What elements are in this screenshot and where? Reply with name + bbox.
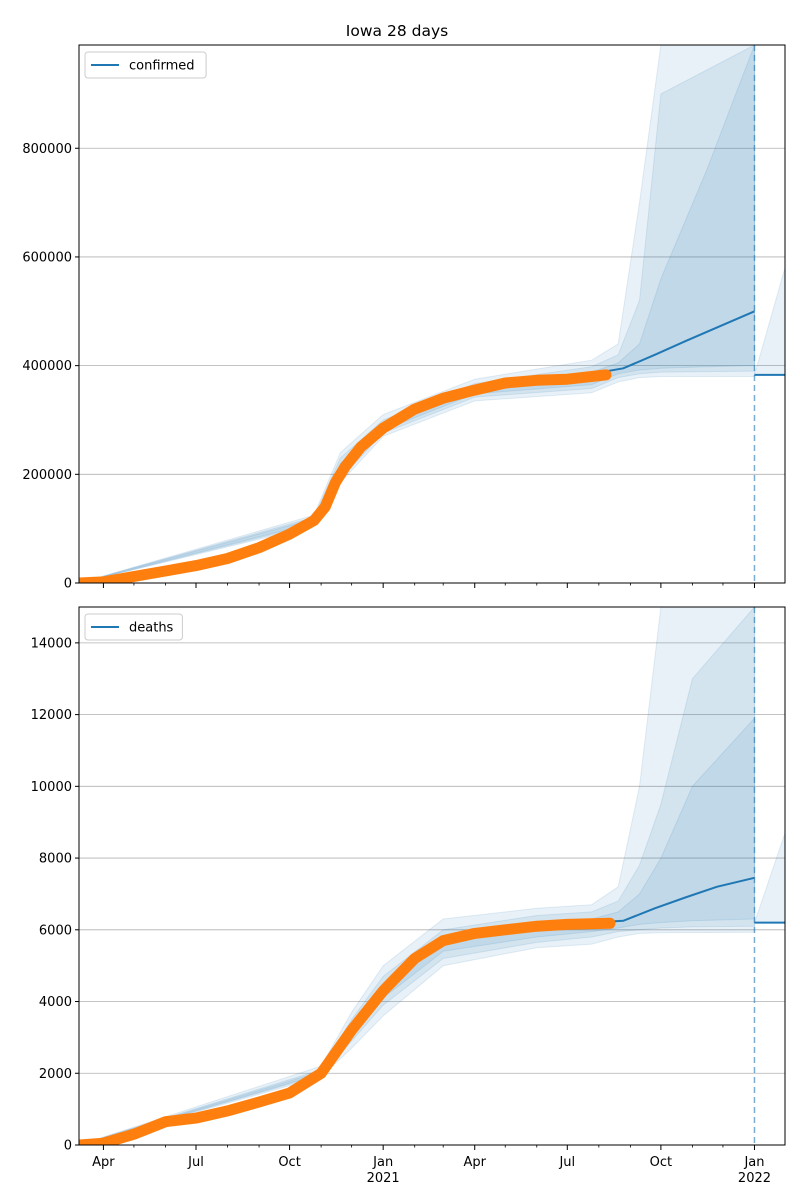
y-tick-label: 600000 bbox=[22, 250, 72, 265]
x-tick-label: Oct bbox=[650, 1155, 672, 1170]
legend: confirmed bbox=[84, 51, 207, 79]
x-tick-sublabel: 2022 bbox=[738, 1171, 771, 1186]
y-tick-label: 10000 bbox=[31, 780, 72, 795]
y-tick-label: 4000 bbox=[39, 995, 72, 1010]
y-tick-label: 6000 bbox=[39, 923, 72, 938]
x-tick-label: Jan bbox=[372, 1155, 393, 1170]
x-tick-sublabel: 2021 bbox=[367, 1171, 400, 1186]
uncertainty-band bbox=[79, 607, 755, 1145]
x-tick-label: Oct bbox=[278, 1155, 300, 1170]
axes-frame bbox=[78, 44, 786, 584]
legend-label: confirmed bbox=[129, 59, 195, 74]
x-tick-label: Apr bbox=[463, 1155, 486, 1170]
x-tick-label: Jan bbox=[743, 1155, 764, 1170]
x-tick-label: Jul bbox=[558, 1155, 575, 1170]
legend-box bbox=[84, 613, 183, 641]
y-tick-label: 12000 bbox=[31, 708, 72, 723]
deaths-panel: 0 2000 4000 6000 8000 10000 12000 14000 Apr Jul Oc… bbox=[31, 606, 786, 1186]
y-tick-label: 800000 bbox=[22, 142, 72, 157]
x-tick-label: Apr bbox=[92, 1155, 115, 1170]
y-tick-label: 0 bbox=[64, 577, 72, 592]
deaths-forecast-line bbox=[591, 876, 755, 924]
confirmed-panel: 0 200000 400000 600000 800000 confirmed bbox=[22, 44, 786, 592]
confirmed-forecast-line bbox=[591, 310, 755, 375]
x-tick-label: Jul bbox=[187, 1155, 204, 1170]
y-tick-label: 400000 bbox=[22, 359, 72, 374]
axes-frame bbox=[78, 606, 786, 1146]
legend-label: deaths bbox=[129, 621, 174, 636]
y-tick-label: 14000 bbox=[31, 636, 72, 651]
y-tick-label: 200000 bbox=[22, 468, 72, 483]
legend-box bbox=[84, 51, 207, 79]
plot-area bbox=[79, 607, 785, 1145]
y-tick-label: 2000 bbox=[39, 1067, 72, 1082]
legend: deaths bbox=[84, 613, 183, 641]
chart-title: Iowa 28 days bbox=[346, 22, 448, 40]
observed-data-line bbox=[79, 917, 616, 1145]
observed-data-line bbox=[79, 369, 612, 583]
y-tick-label: 0 bbox=[64, 1139, 72, 1154]
y-tick-label: 8000 bbox=[39, 852, 72, 867]
